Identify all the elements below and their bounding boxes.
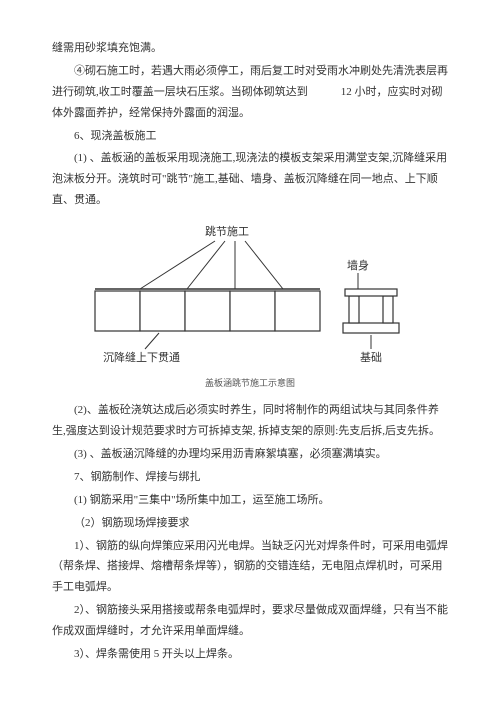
paragraph-2: ④砌石施工时，若遇大雨必须停工，雨后复工时对受雨水冲刷处先清洗表层再进行砌筑,收…	[52, 61, 448, 124]
label-base: 基础	[360, 351, 382, 364]
label-jump: 跳节施工	[205, 224, 249, 238]
paragraph-11: 2）、钢筋接头采用搭接或帮条电弧焊时，要求尽量做成双面焊缝，只有当不能作成双面焊…	[52, 600, 448, 642]
diagram-caption: 盖板涵跳节施工示意图	[52, 375, 448, 392]
label-settle: 沉降缝上下贯通	[103, 350, 180, 364]
paragraph-8: (1) 钢筋采用"三集中"场所集中加工，运至施工场所。	[52, 490, 448, 511]
paragraph-1: 缝需用砂浆填充饱满。	[52, 38, 448, 59]
heading-7: 7、钢筋制作、焊接与绑扎	[52, 467, 448, 488]
paragraph-12: 3）、焊条需使用 5 开头以上焊条。	[52, 644, 448, 665]
paragraph-5: (2)、盖板砼浇筑达成后必须实时养生，同时将制作的两组试块与其同条件养生,强度达…	[52, 400, 448, 442]
construction-diagram: 跳节施工 墙身 沉降缝上下贯通 基础	[85, 221, 415, 371]
diagram-container: 跳节施工 墙身 沉降缝上下贯通 基础	[52, 221, 448, 371]
paragraph-6: (3) 、盖板涵沉降缝的办理均采用沥青麻絮填塞，必须塞满填实。	[52, 444, 448, 465]
label-wall: 墙身	[347, 258, 369, 272]
heading-6: 6、现浇盖板施工	[52, 126, 448, 147]
paragraph-9: （2）钢筋现场焊接要求	[52, 513, 448, 534]
paragraph-4: (1) 、盖板涵的盖板采用现浇施工,现浇法的模板支架采用满堂支架,沉降缝采用泡沫…	[52, 148, 448, 211]
paragraph-10: 1）、钢筋的纵向焊策应采用闪光电焊。当缺乏闪光对焊条件时，可采用电弧焊（帮条焊、…	[52, 536, 448, 599]
